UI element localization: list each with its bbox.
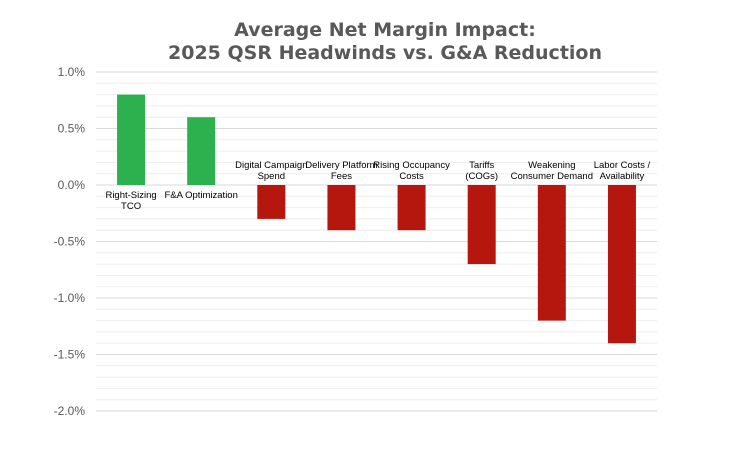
bar <box>537 185 566 321</box>
bar <box>327 185 356 231</box>
bars <box>117 94 636 344</box>
category-label: Rising Occupancy Costs <box>373 160 450 182</box>
chart-title-line-2: 2025 QSR Headwinds vs. G&A Reduction <box>168 42 602 64</box>
bar <box>117 94 146 185</box>
category-label: Labor Costs / Availability <box>594 160 651 182</box>
bar <box>607 185 636 344</box>
category-label: Right-Sizing TCO <box>105 190 156 212</box>
bar <box>467 185 496 265</box>
y-tick-label: -1.0% <box>54 291 86 305</box>
bar <box>397 185 426 231</box>
y-tick-label: -0.5% <box>54 235 86 249</box>
y-axis-tick-labels: -2.0% -1.5% -1.0% -0.5% 0.0% 0.5% 1.0% <box>54 65 86 418</box>
bar <box>187 117 216 185</box>
y-tick-label: 0.5% <box>58 122 86 136</box>
y-tick-label: -2.0% <box>54 404 86 418</box>
category-label: Digital Campaign Spend <box>235 160 307 182</box>
y-tick-label: 0.0% <box>58 178 86 192</box>
category-label: Tariffs (COGs) <box>465 160 498 182</box>
category-labels: Right-Sizing TCO F&A Optimization Digital C… <box>105 160 650 212</box>
gridlines <box>96 71 657 412</box>
bar <box>257 185 286 219</box>
y-tick-label: 1.0% <box>58 65 86 79</box>
category-label: Weakening Consumer Demand <box>511 160 593 182</box>
chart-title-line-1: Average Net Margin Impact: <box>234 19 536 41</box>
category-label: F&A Optimization <box>164 190 237 201</box>
category-label: Delivery Platform Fees <box>305 160 377 182</box>
y-tick-label: -1.5% <box>54 348 86 362</box>
